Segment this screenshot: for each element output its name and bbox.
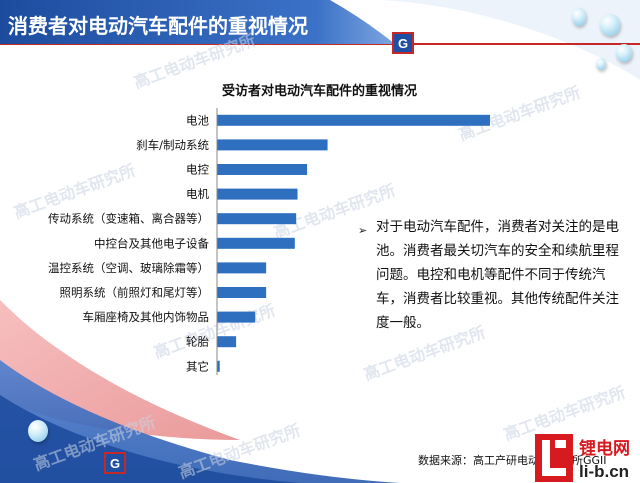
badge-bottom-text: li-b.cn: [579, 462, 629, 481]
lib-cn-logo: 锂电网 li-b.cn: [535, 434, 630, 482]
title-band: [0, 0, 395, 44]
bar-10: [217, 360, 220, 372]
water-drop-icon: [596, 58, 606, 70]
bar-5: [217, 237, 295, 249]
category-label: 电机: [186, 187, 209, 201]
bar-1: [217, 139, 328, 151]
bar-3: [217, 188, 298, 200]
bar-4: [217, 213, 297, 225]
category-label: 传动系统（变速箱、离合器等）: [48, 212, 209, 226]
category-label: 温控系统（空调、玻璃除霜等）: [48, 261, 209, 275]
category-label: 中控台及其他电子设备: [94, 236, 209, 250]
water-drop-icon: [600, 14, 620, 36]
water-drop-icon: [28, 420, 48, 442]
ggii-logo-icon-bottom: G: [104, 452, 126, 474]
water-drop-icon: [616, 44, 632, 62]
category-label: 照明系统（前照灯和尾灯等）: [60, 286, 210, 300]
category-label: 其它: [186, 359, 209, 373]
category-label: 电池: [186, 113, 209, 127]
badge-top-text: 锂电网: [579, 438, 630, 458]
bar-6: [217, 262, 267, 274]
category-label: 刹车/制动系统: [136, 138, 209, 152]
ggii-logo-icon: G: [392, 32, 414, 54]
analysis-note-text: 对于电动汽车配件，消费者对关注的是电池。消费者最关切汽车的安全和续航里程问题。电…: [376, 219, 619, 331]
bar-0: [217, 114, 490, 126]
bar-7: [217, 287, 267, 298]
bar-2: [217, 164, 308, 175]
bar-8: [217, 311, 256, 323]
analysis-note: ➢ 对于电动汽车配件，消费者对关注的是电池。消费者最关切汽车的安全和续航里程问题…: [358, 215, 624, 335]
bar-9: [217, 336, 237, 348]
arrow-bullet-icon: ➢: [358, 224, 368, 237]
category-label: 电控: [186, 163, 209, 177]
category-label: 轮胎: [186, 335, 209, 349]
chart-title: 受访者对电动汽车配件的重视情况: [222, 84, 418, 99]
page-title: 消费者对电动汽车配件的重视情况: [8, 14, 308, 38]
water-drop-icon: [572, 8, 586, 26]
category-label: 车厢座椅及其他内饰物品: [83, 310, 210, 324]
